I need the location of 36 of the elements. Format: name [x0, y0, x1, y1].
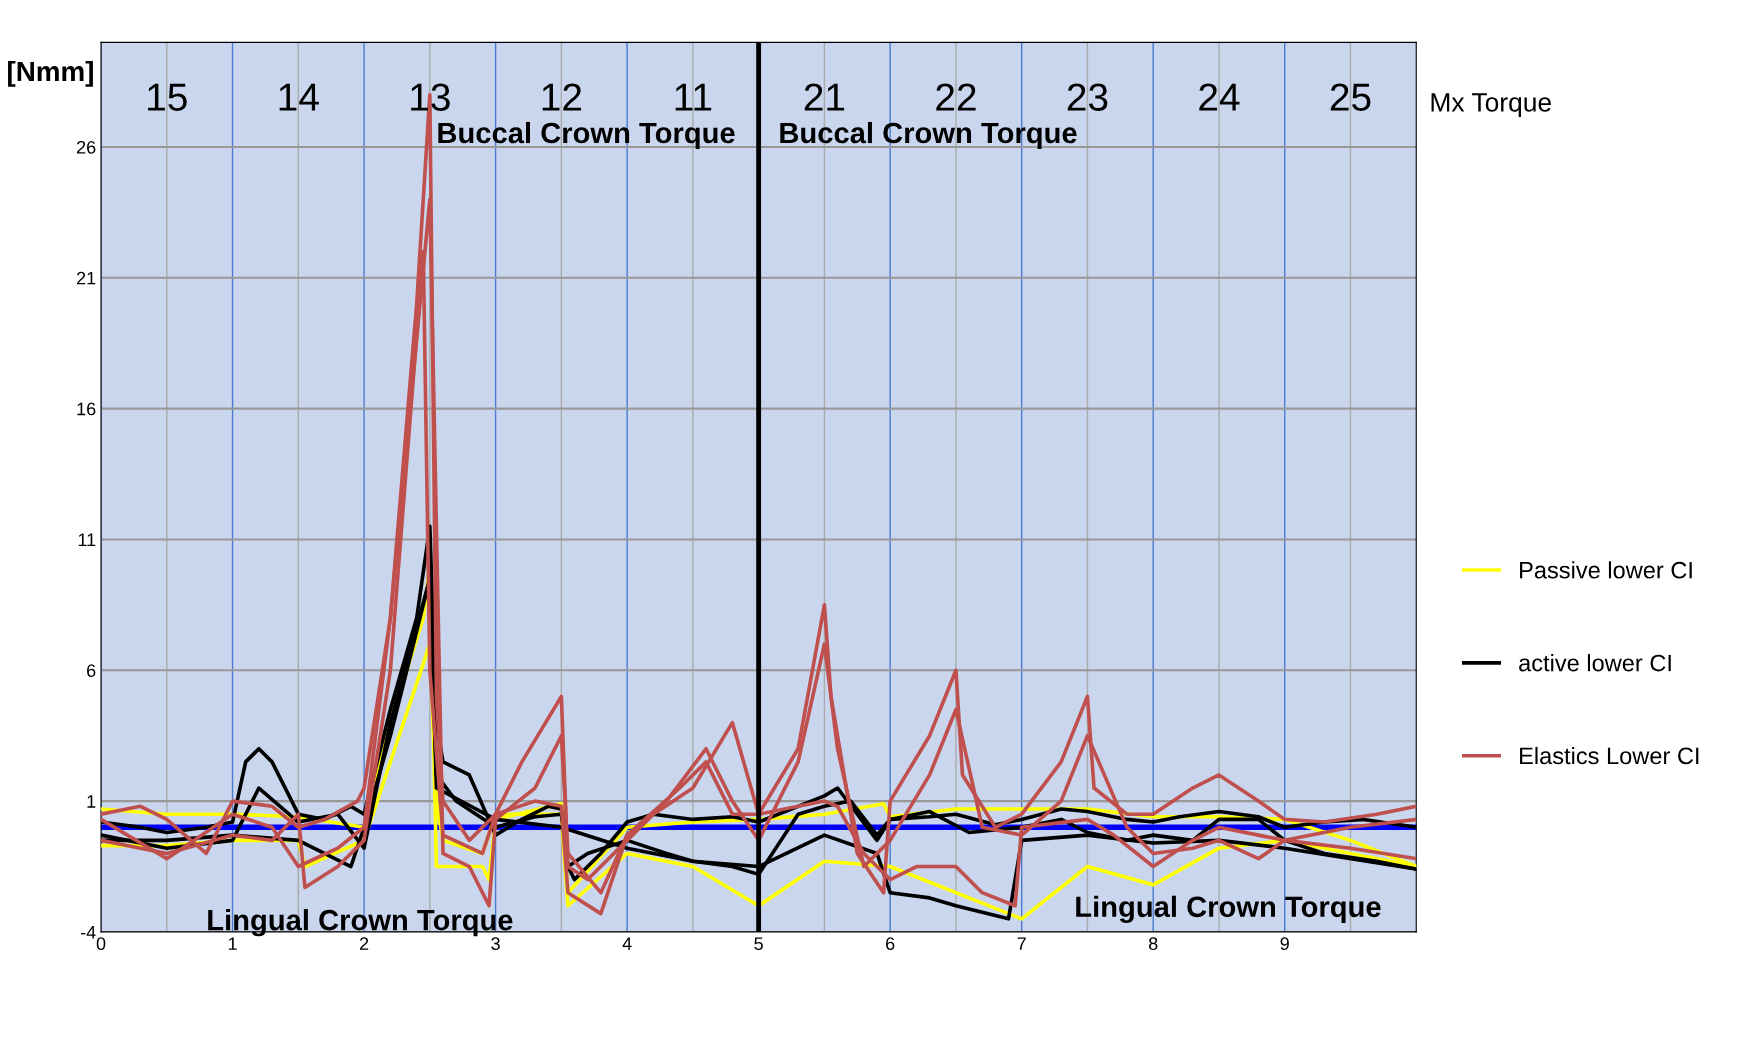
x-tick-label: 8: [1148, 937, 1158, 951]
annotation: 11: [675, 83, 712, 111]
annotation: Lingual Crown Torque: [1076, 895, 1381, 924]
x-tick-label: 9: [1280, 937, 1289, 951]
annotation: 23: [1067, 83, 1108, 111]
x-tick-label: 6: [886, 937, 895, 951]
annotation: 14: [279, 83, 319, 111]
annotation: Buccal Crown Torque: [780, 121, 1077, 150]
annotation: 15: [148, 83, 187, 111]
annotation: 24: [1199, 83, 1240, 111]
x-tick-label: 4: [622, 937, 632, 950]
x-tick-label: 7: [1017, 937, 1026, 950]
y-tick-label: 1: [87, 795, 96, 808]
y-tick-label: 16: [77, 402, 96, 416]
y-tick-label: -4: [80, 926, 96, 939]
annotation: 21: [804, 83, 845, 111]
y-tick-label: 26: [77, 140, 96, 154]
x-tick-label: 1: [228, 937, 237, 950]
y-axis-title: [Nmm]: [8, 60, 93, 87]
annotation: Buccal Crown Torque: [438, 121, 735, 150]
y-tick-label: 6: [87, 664, 96, 677]
y-tick-label: 11: [78, 533, 96, 547]
y-tick-label: 21: [77, 271, 96, 285]
legend-label: Elastics Lower CI: [1520, 746, 1699, 765]
legend-label: active lower CI: [1519, 654, 1671, 672]
text: Mx Torque: [1431, 93, 1551, 117]
annotation: 12: [542, 83, 582, 111]
annotation: 25: [1330, 83, 1371, 111]
x-tick-label: 2: [359, 937, 369, 950]
annotation: 13: [411, 83, 450, 111]
annotation: Lingual Crown Torque: [208, 909, 513, 937]
x-tick-label: 0: [96, 937, 106, 951]
x-tick-label: 3: [491, 937, 500, 951]
legend-label: Passive lower CI: [1520, 561, 1692, 579]
annotation: 22: [936, 83, 976, 111]
x-tick-label: 5: [754, 937, 763, 951]
